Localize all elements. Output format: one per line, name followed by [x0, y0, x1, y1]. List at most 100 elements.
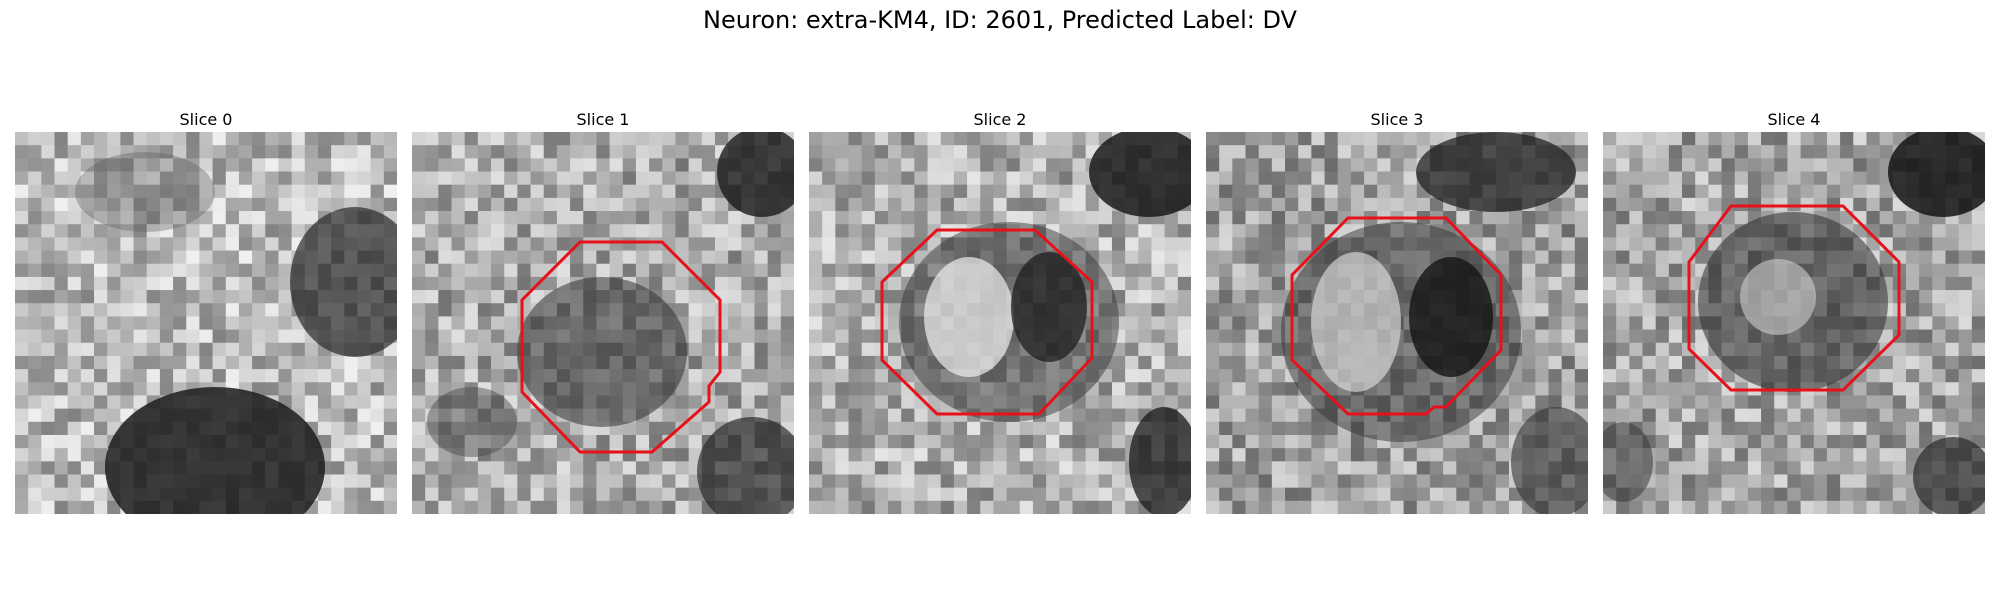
image-pixel — [635, 448, 650, 462]
image-pixel — [1761, 184, 1775, 199]
image-pixel — [1429, 197, 1444, 212]
image-pixel — [1151, 290, 1166, 304]
image-pixel — [94, 290, 108, 304]
image-pixel — [1919, 395, 1933, 410]
image-pixel — [477, 145, 492, 159]
image-pixel — [159, 158, 174, 173]
image-pixel — [225, 290, 240, 304]
image-pixel — [28, 316, 42, 331]
image-pixel — [1258, 395, 1273, 410]
image-pixel — [570, 158, 584, 173]
image-pixel — [1879, 197, 1894, 212]
image-pixel — [888, 132, 902, 146]
image-pixel — [1682, 382, 1696, 397]
image-pixel — [291, 342, 306, 357]
image-pixel — [1561, 316, 1576, 331]
image-pixel — [225, 355, 240, 370]
image-pixel — [1032, 184, 1047, 199]
image-pixel — [649, 487, 663, 502]
image-pixel — [1206, 355, 1220, 370]
dark-region — [1913, 437, 1985, 514]
image-pixel — [28, 448, 42, 462]
image-pixel — [28, 369, 42, 383]
image-pixel — [1813, 171, 1828, 186]
image-pixel — [173, 316, 187, 331]
image-pixel — [265, 224, 280, 238]
image-pixel — [1456, 434, 1471, 449]
image-pixel — [1668, 408, 1683, 423]
image-pixel — [556, 224, 571, 238]
image-pixel — [1337, 461, 1352, 476]
image-pixel — [370, 487, 385, 502]
image-pixel — [357, 145, 372, 159]
image-pixel — [1892, 421, 1907, 436]
image-pixel — [688, 171, 703, 186]
image-pixel — [80, 184, 95, 199]
image-pixel — [1879, 342, 1894, 357]
image-pixel — [861, 197, 876, 212]
grayscale-slice-image — [1603, 132, 1985, 514]
image-pixel — [1574, 132, 1588, 146]
image-pixel — [914, 184, 929, 199]
image-pixel — [1574, 382, 1588, 397]
image-pixel — [530, 500, 545, 514]
image-pixel — [530, 408, 545, 423]
image-pixel — [1787, 408, 1802, 423]
image-pixel — [741, 224, 756, 238]
image-pixel — [464, 171, 479, 186]
image-pixel — [1111, 250, 1126, 265]
image-pixel — [265, 329, 280, 344]
image-pixel — [1655, 329, 1670, 344]
image-pixel — [874, 250, 889, 265]
image-pixel — [861, 224, 876, 238]
image-pixel — [662, 158, 677, 173]
image-pixel — [1245, 474, 1260, 489]
image-pixel — [822, 158, 836, 173]
image-pixel — [1377, 158, 1392, 173]
image-pixel — [80, 303, 95, 318]
image-pixel — [1747, 158, 1762, 173]
image-pixel — [1125, 237, 1139, 252]
image-pixel — [993, 474, 1008, 489]
image-pixel — [1616, 197, 1630, 212]
image-pixel — [1285, 197, 1299, 212]
image-pixel — [1219, 421, 1233, 436]
image-pixel — [357, 474, 372, 489]
image-pixel — [1245, 382, 1260, 397]
image-pixel — [107, 329, 121, 344]
image-pixel — [688, 211, 703, 225]
image-pixel — [425, 500, 439, 514]
image-pixel — [649, 145, 663, 159]
image-pixel — [809, 355, 823, 370]
image-pixel — [1482, 448, 1497, 462]
image-pixel — [754, 395, 769, 410]
image-pixel — [822, 145, 836, 159]
image-pixel — [1826, 434, 1841, 449]
image-pixel — [1495, 448, 1510, 462]
image-pixel — [675, 290, 690, 304]
image-pixel — [688, 290, 703, 304]
image-pixel — [835, 184, 850, 199]
image-pixel — [94, 184, 108, 199]
image-pixel — [491, 434, 505, 449]
image-pixel — [649, 500, 663, 514]
image-pixel — [252, 132, 266, 146]
image-pixel — [848, 276, 863, 291]
image-pixel — [861, 158, 876, 173]
image-pixel — [701, 237, 716, 252]
image-pixel — [1085, 395, 1100, 410]
image-pixel — [1258, 408, 1273, 423]
slice-panel-4: Slice 4 — [1603, 108, 1985, 514]
image-pixel — [1879, 487, 1894, 502]
image-pixel — [1561, 237, 1576, 252]
image-pixel — [1232, 316, 1247, 331]
image-pixel — [146, 224, 161, 238]
image-pixel — [861, 250, 876, 265]
image-pixel — [1522, 355, 1536, 370]
image-pixel — [701, 184, 716, 199]
image-pixel — [780, 342, 794, 357]
image-pixel — [1522, 329, 1536, 344]
image-pixel — [1164, 290, 1179, 304]
image-pixel — [780, 369, 794, 383]
image-pixel — [331, 500, 345, 514]
